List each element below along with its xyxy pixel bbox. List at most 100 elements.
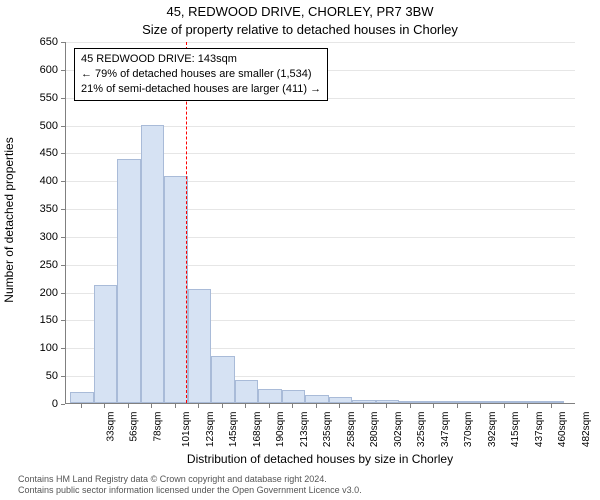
x-tick-label: 235sqm: [322, 412, 333, 448]
y-axis-title: Number of detached properties: [2, 137, 16, 302]
chart-container: 45, REDWOOD DRIVE, CHORLEY, PR7 3BW Size…: [0, 0, 600, 500]
x-tick-label: 78sqm: [152, 412, 163, 442]
x-tick-mark: [104, 404, 105, 408]
x-tick-mark: [551, 404, 552, 408]
histogram-bar: [329, 397, 353, 403]
histogram-bar: [399, 401, 423, 403]
x-tick-mark: [292, 404, 293, 408]
y-tick-mark: [61, 153, 65, 154]
histogram-bar: [258, 389, 282, 403]
annotation-line-3: 21% of semi-detached houses are larger (…: [81, 82, 321, 97]
histogram-bar: [305, 395, 329, 403]
x-tick-mark: [410, 404, 411, 408]
y-tick-label: 0: [18, 398, 58, 410]
y-tick-mark: [61, 209, 65, 210]
y-tick-label: 100: [18, 342, 58, 354]
y-tick-mark: [61, 320, 65, 321]
annotation-line-1: 45 REDWOOD DRIVE: 143sqm: [81, 52, 321, 67]
x-tick-label: 370sqm: [463, 412, 474, 448]
histogram-bar: [540, 401, 564, 403]
y-tick-mark: [61, 404, 65, 405]
x-tick-label: 325sqm: [416, 412, 427, 448]
y-tick-label: 150: [18, 314, 58, 326]
footer-line-1: Contains HM Land Registry data © Crown c…: [18, 474, 362, 485]
x-tick-mark: [269, 404, 270, 408]
x-tick-label: 190sqm: [275, 412, 286, 448]
y-tick-mark: [61, 42, 65, 43]
histogram-bar: [164, 176, 188, 403]
histogram-bar: [446, 401, 470, 403]
x-axis-title: Distribution of detached houses by size …: [65, 452, 575, 466]
y-tick-mark: [61, 293, 65, 294]
x-tick-label: 101sqm: [181, 412, 192, 448]
x-tick-label: 347sqm: [440, 412, 451, 448]
histogram-bar: [517, 401, 541, 403]
y-tick-mark: [61, 376, 65, 377]
y-tick-mark: [61, 237, 65, 238]
y-tick-label: 350: [18, 203, 58, 215]
x-tick-label: 460sqm: [557, 412, 568, 448]
histogram-bar: [188, 289, 212, 403]
x-tick-label: 33sqm: [105, 412, 116, 442]
histogram-bar: [94, 285, 118, 403]
y-tick-label: 50: [18, 370, 58, 382]
histogram-bar: [117, 159, 141, 403]
x-tick-mark: [339, 404, 340, 408]
histogram-bar: [70, 392, 94, 403]
x-tick-mark: [222, 404, 223, 408]
x-tick-mark: [151, 404, 152, 408]
histogram-bar: [470, 401, 494, 403]
y-tick-label: 550: [18, 92, 58, 104]
x-tick-mark: [527, 404, 528, 408]
y-tick-label: 400: [18, 175, 58, 187]
x-tick-mark: [433, 404, 434, 408]
chart-title-subtitle: Size of property relative to detached ho…: [0, 22, 600, 37]
x-tick-label: 213sqm: [299, 412, 310, 448]
x-tick-mark: [386, 404, 387, 408]
histogram-bar: [141, 125, 165, 403]
y-tick-mark: [61, 265, 65, 266]
x-tick-mark: [198, 404, 199, 408]
y-tick-mark: [61, 181, 65, 182]
x-tick-mark: [245, 404, 246, 408]
x-tick-mark: [363, 404, 364, 408]
y-tick-mark: [61, 98, 65, 99]
histogram-bar: [235, 380, 259, 403]
x-tick-label: 482sqm: [581, 412, 592, 448]
histogram-bar: [376, 400, 400, 403]
histogram-bar: [352, 400, 376, 403]
annotation-box: 45 REDWOOD DRIVE: 143sqm ← 79% of detach…: [74, 48, 328, 101]
x-tick-label: 56sqm: [129, 412, 140, 442]
x-tick-mark: [175, 404, 176, 408]
x-tick-label: 415sqm: [510, 412, 521, 448]
footer-line-2: Contains public sector information licen…: [18, 485, 362, 496]
y-tick-label: 300: [18, 231, 58, 243]
gridline: [66, 42, 575, 43]
x-tick-label: 123sqm: [205, 412, 216, 448]
y-tick-mark: [61, 70, 65, 71]
y-tick-label: 500: [18, 120, 58, 132]
x-tick-mark: [504, 404, 505, 408]
histogram-bar: [282, 390, 306, 403]
histogram-bar: [493, 401, 517, 403]
x-tick-mark: [457, 404, 458, 408]
x-tick-label: 258sqm: [346, 412, 357, 448]
plot-area: 45 REDWOOD DRIVE: 143sqm ← 79% of detach…: [65, 42, 575, 404]
x-tick-label: 392sqm: [487, 412, 498, 448]
y-tick-label: 600: [18, 64, 58, 76]
y-tick-mark: [61, 348, 65, 349]
annotation-line-2: ← 79% of detached houses are smaller (1,…: [81, 67, 321, 82]
x-tick-label: 168sqm: [252, 412, 263, 448]
x-tick-mark: [81, 404, 82, 408]
histogram-bar: [423, 401, 447, 403]
y-tick-label: 200: [18, 287, 58, 299]
x-tick-label: 145sqm: [228, 412, 239, 448]
footer-attribution: Contains HM Land Registry data © Crown c…: [18, 474, 362, 497]
x-tick-mark: [480, 404, 481, 408]
x-tick-mark: [128, 404, 129, 408]
y-tick-mark: [61, 126, 65, 127]
x-tick-label: 302sqm: [393, 412, 404, 448]
y-tick-label: 250: [18, 259, 58, 271]
y-tick-label: 450: [18, 147, 58, 159]
y-tick-label: 650: [18, 36, 58, 48]
